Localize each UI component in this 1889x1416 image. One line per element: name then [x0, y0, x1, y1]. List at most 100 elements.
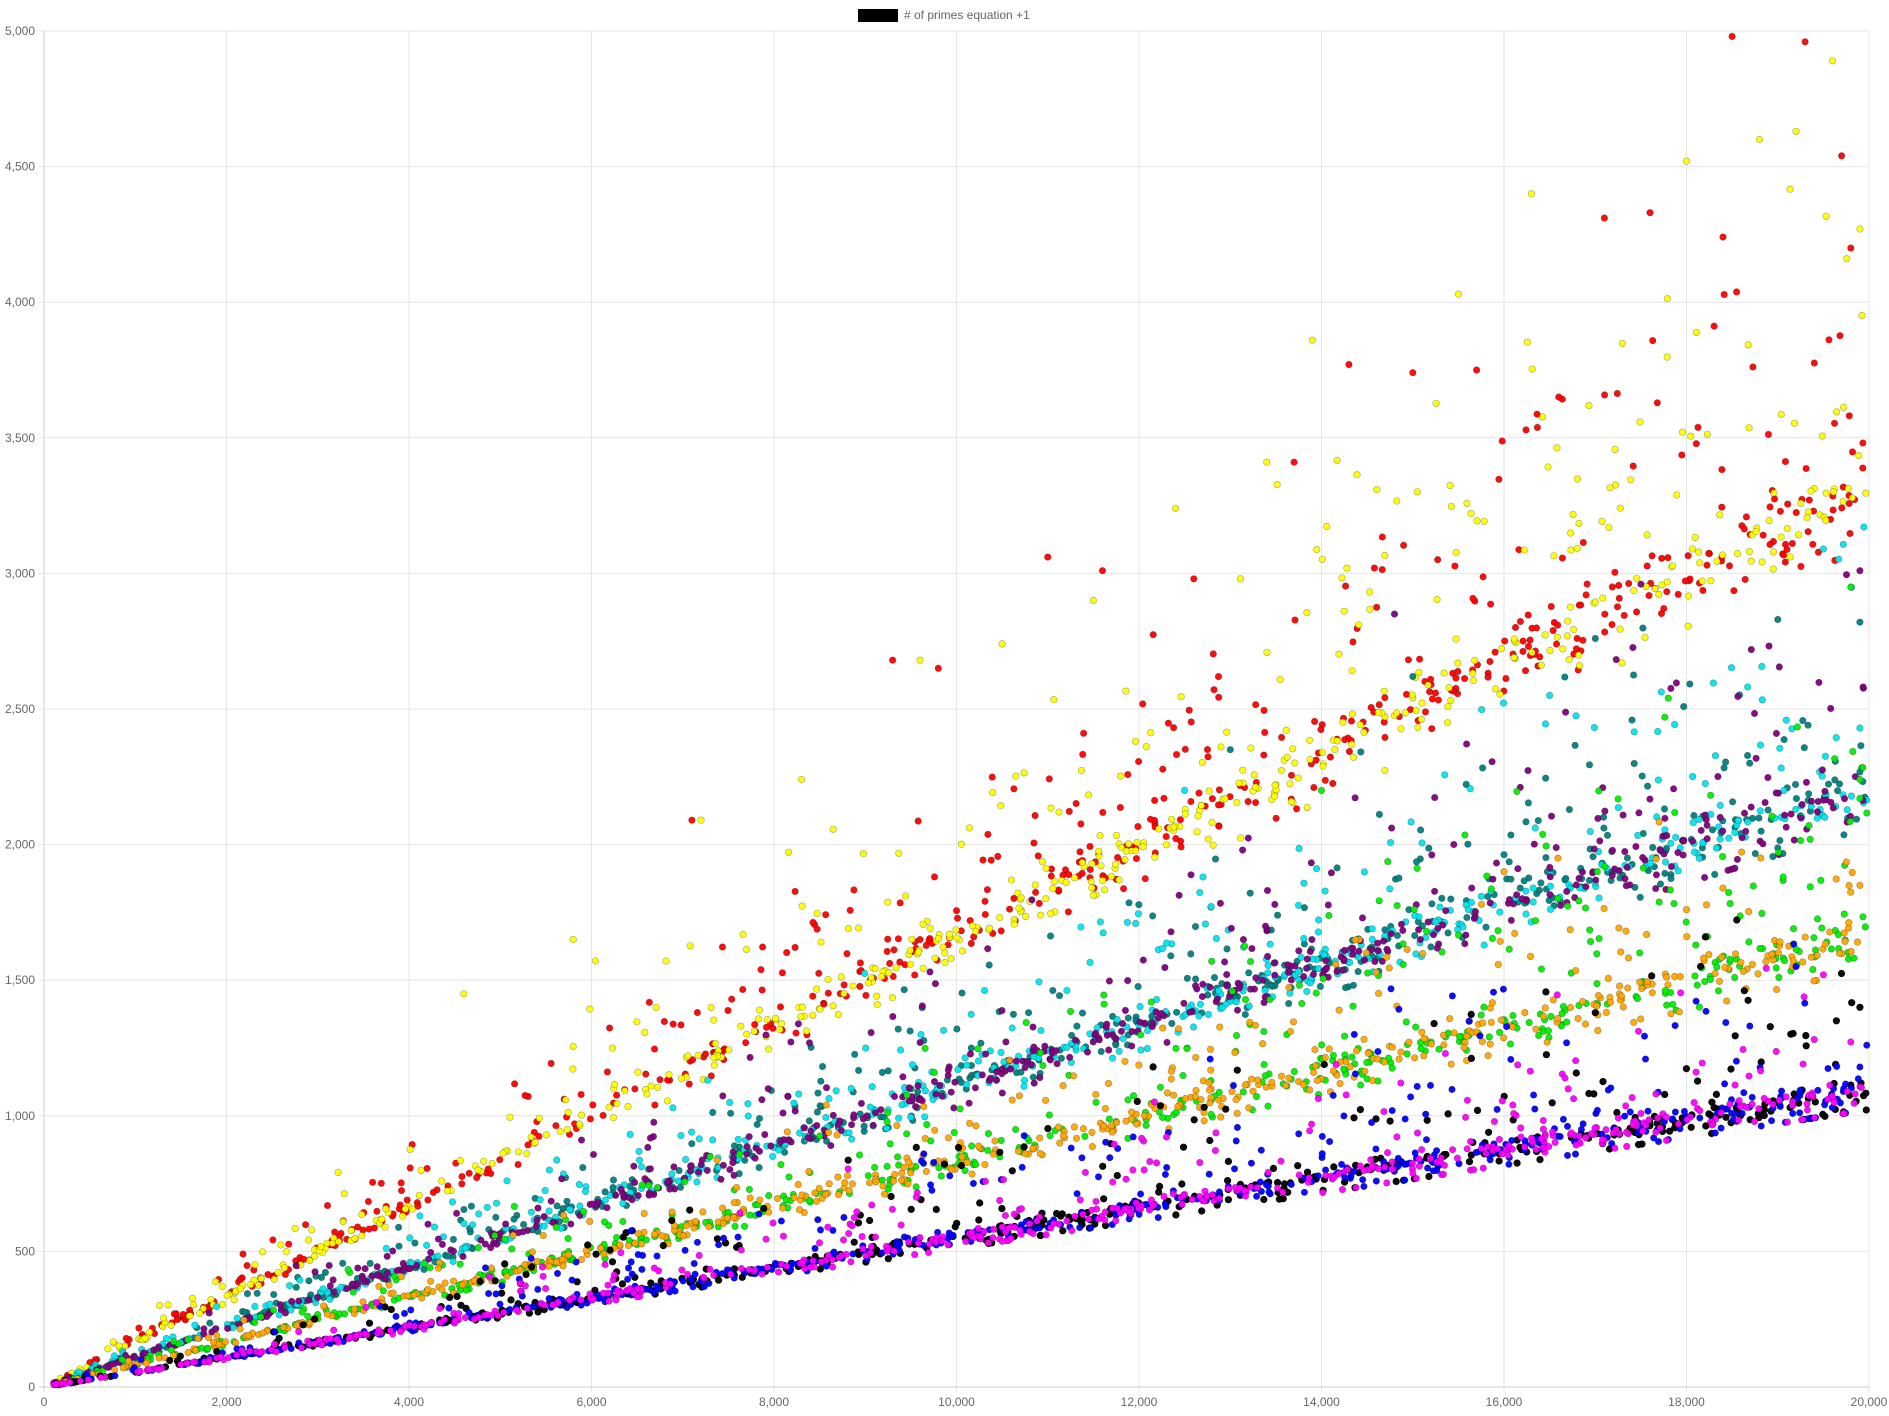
- data-point: [1593, 1002, 1601, 1010]
- data-point: [1410, 905, 1418, 914]
- data-point: [1783, 545, 1791, 554]
- data-point: [1810, 359, 1818, 367]
- data-point: [558, 1175, 566, 1183]
- data-point: [1485, 1033, 1493, 1041]
- data-point: [756, 1196, 764, 1204]
- data-point: [1404, 656, 1412, 664]
- data-point: [1200, 1103, 1208, 1111]
- data-point: [1777, 410, 1785, 419]
- data-point: [971, 1084, 980, 1092]
- data-point: [1600, 904, 1608, 913]
- data-point: [247, 1280, 255, 1289]
- data-point: [997, 927, 1005, 935]
- data-point: [1701, 933, 1709, 941]
- data-point: [299, 1321, 307, 1329]
- data-point: [1277, 766, 1285, 775]
- data-point: [1649, 337, 1657, 345]
- data-point: [288, 1297, 296, 1305]
- data-point: [1799, 716, 1807, 725]
- data-point: [674, 1177, 682, 1185]
- data-point: [1574, 651, 1583, 659]
- data-point: [1345, 361, 1353, 369]
- data-point: [1858, 311, 1866, 320]
- data-point: [502, 1220, 510, 1228]
- data-point: [1029, 1144, 1037, 1153]
- data-point: [1295, 947, 1303, 955]
- data-point: [1830, 419, 1839, 427]
- data-point: [644, 1181, 653, 1189]
- data-point: [746, 1053, 754, 1061]
- data-point: [1063, 986, 1071, 995]
- data-point: [818, 1062, 827, 1071]
- data-point: [1714, 987, 1723, 995]
- data-point: [1286, 1027, 1295, 1035]
- data-point: [1486, 657, 1494, 666]
- data-point: [366, 1259, 374, 1267]
- data-point: [1271, 971, 1279, 979]
- data-point: [1564, 617, 1572, 625]
- data-point: [1539, 1012, 1548, 1020]
- data-point: [354, 1223, 362, 1231]
- data-point: [329, 1276, 337, 1284]
- data-point: [1594, 1026, 1602, 1035]
- data-point: [1008, 1024, 1016, 1032]
- data-point: [1223, 945, 1231, 953]
- data-point: [1319, 762, 1327, 770]
- data-point: [966, 1050, 975, 1058]
- data-point: [531, 1138, 539, 1146]
- data-point: [1240, 942, 1249, 950]
- data-point: [1495, 1157, 1503, 1165]
- data-point: [449, 1257, 457, 1266]
- data-point: [1440, 669, 1448, 677]
- data-point: [1638, 772, 1646, 780]
- data-point: [1856, 775, 1864, 784]
- data-point: [1628, 716, 1636, 724]
- data-point: [469, 1221, 477, 1229]
- data-point: [1818, 432, 1826, 440]
- data-point: [1863, 809, 1871, 817]
- data-point: [1566, 529, 1575, 537]
- data-point: [1581, 1020, 1590, 1028]
- data-point: [1531, 824, 1539, 832]
- data-point: [438, 1177, 446, 1185]
- data-point: [198, 1344, 206, 1352]
- data-point: [1172, 750, 1181, 759]
- data-point: [1643, 531, 1651, 539]
- data-point: [1623, 863, 1631, 871]
- data-point: [841, 1179, 849, 1187]
- data-point: [1086, 842, 1094, 851]
- data-point: [1624, 954, 1633, 962]
- data-point: [1521, 1008, 1529, 1017]
- data-point: [1345, 747, 1353, 756]
- data-point: [653, 1183, 662, 1192]
- data-point: [569, 1042, 577, 1051]
- x-tick-label: 20,000: [1851, 1395, 1888, 1409]
- data-point: [926, 968, 934, 976]
- data-point: [1211, 855, 1220, 863]
- data-point: [975, 1216, 983, 1224]
- data-point: [1067, 1031, 1076, 1039]
- data-point: [1638, 984, 1646, 993]
- data-point: [1209, 650, 1217, 658]
- data-point: [1322, 957, 1330, 965]
- data-point: [1643, 782, 1652, 790]
- data-point: [1204, 753, 1212, 761]
- data-point: [740, 1222, 749, 1230]
- data-point: [218, 1282, 226, 1290]
- data-point: [883, 1109, 892, 1117]
- data-point: [920, 1150, 928, 1158]
- data-point: [822, 1084, 831, 1092]
- data-point: [1822, 212, 1830, 220]
- data-point: [1273, 481, 1281, 489]
- data-point: [1692, 997, 1700, 1005]
- data-point: [534, 1204, 542, 1212]
- data-point: [650, 1230, 659, 1238]
- data-point: [1355, 947, 1363, 955]
- data-point: [474, 1243, 482, 1252]
- data-point: [441, 1279, 449, 1287]
- data-point: [1076, 848, 1084, 856]
- data-point: [1702, 1007, 1710, 1015]
- data-point: [768, 1152, 777, 1160]
- data-point: [1399, 960, 1407, 969]
- data-point: [1745, 938, 1753, 946]
